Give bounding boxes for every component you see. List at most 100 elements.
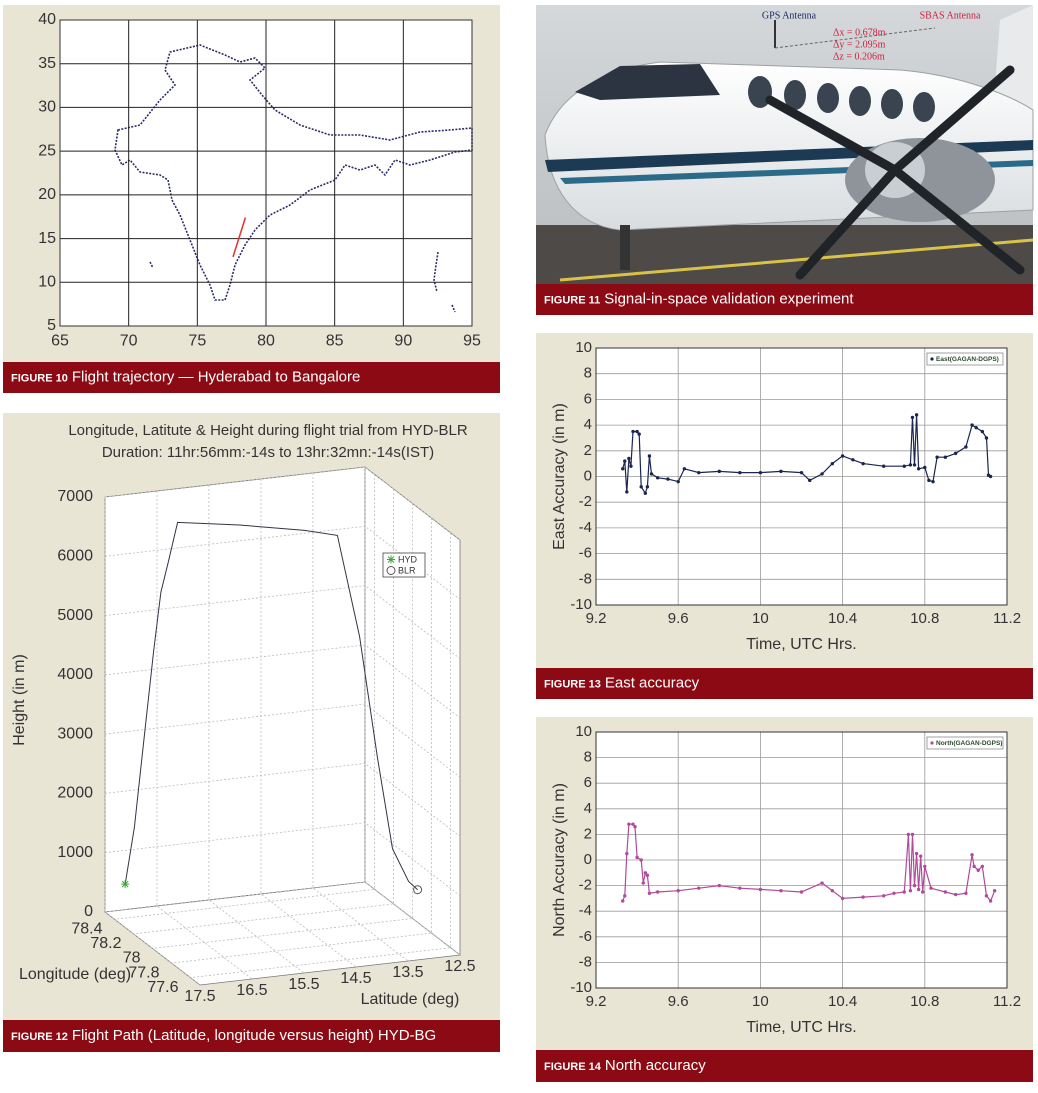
data-point [623,894,627,898]
y-tick-label: 6 [584,774,592,791]
caption-text: East accuracy [605,674,700,691]
data-point [808,478,812,483]
data-point [697,886,701,890]
data-point [916,887,921,892]
y-tick-label: 15 [38,230,56,247]
x-tick-label: 10.4 [828,993,857,1010]
data-point [633,825,637,829]
data-point [666,477,670,481]
lat-tick-label: 14.5 [340,970,371,987]
data-point [779,469,783,474]
z-tick-label: 5000 [57,607,93,624]
photo-annotation: Δy = 2.095m [833,39,886,50]
data-point [645,485,650,489]
y-tick-label: -2 [579,877,592,894]
z-tick-label: 0 [84,903,93,920]
data-point [916,467,921,471]
y-tick-label: 30 [38,99,56,116]
caption-text: Flight trajectory — Hyderabad to Bangalo… [72,368,360,385]
caption-text: Flight Path (Latitude, longitude versus … [72,1027,436,1044]
data-point [758,470,763,475]
legend-box [926,352,1004,366]
data-point [906,832,911,837]
data-point [635,429,639,434]
data-point [912,463,917,467]
data-point [717,883,721,888]
data-point [647,891,652,895]
x-axis-label: Time, UTC Hrs. [746,636,857,653]
legend-marker [387,555,395,564]
data-point [840,454,845,458]
legend-label: HYD [398,554,418,564]
y-tick-label: -8 [579,570,592,587]
data-point [631,822,635,826]
data-point [861,461,865,466]
data-point [908,889,913,893]
plot-frame [59,19,473,327]
y-tick-label: 35 [38,55,56,72]
x-tick-label: 9.6 [668,610,689,627]
data-point [988,899,993,903]
data-point [851,458,855,462]
chart-title: Longitude, Latitute & Height during flig… [68,422,468,439]
data-point [974,425,978,430]
data-point [643,491,648,495]
data-point [676,479,680,484]
caption-bar [3,1020,500,1052]
caption-text: North accuracy [605,1057,706,1074]
data-point [931,479,935,484]
y-tick-label: 8 [584,365,592,382]
data-point [964,445,968,449]
data-point [882,464,886,468]
y-tick-label: 2 [584,825,592,842]
y-tick-label: 2 [584,442,592,459]
y-tick-label: -2 [579,493,592,510]
data-point [976,868,980,872]
data-point [943,455,948,459]
data-point [892,891,896,895]
data-point [861,895,865,899]
caption-label: FIGURE 12 [11,1031,68,1043]
x-tick-label: 65 [51,332,69,349]
z-tick-label: 1000 [57,844,93,861]
data-point [645,873,650,878]
data-point [921,890,925,894]
x-tick-label: 70 [120,332,138,349]
data-point [649,472,654,476]
y-tick-label: 10 [575,339,592,356]
data-point [697,470,701,475]
x-tick-label: 9.2 [586,993,607,1010]
data-point [910,415,915,420]
x-tick-label: 10.8 [910,993,939,1010]
legend-label: BLR [398,565,416,575]
grid-line [104,881,461,956]
legend-box [382,552,426,578]
data-point [912,883,917,888]
z-tick-label: 6000 [57,548,93,565]
grid-line [152,503,413,949]
data-point [738,886,742,890]
data-point [953,451,958,456]
map-outline [114,44,473,313]
y-axis-label: East Accuracy (in m) [551,403,568,550]
grid-line [190,532,451,979]
data-point [676,889,680,893]
data-point [758,887,763,892]
legend-marker [930,357,934,361]
data-point [984,894,989,898]
data-point [621,899,625,903]
chart-subtitle: Duration: 11hr:56mm:-14s to 13hr:32mn:-1… [102,444,434,461]
data-point [929,886,933,890]
data-point [799,470,804,475]
data-point [923,864,927,869]
x-tick-label: 75 [188,332,206,349]
x-tick-label: 80 [257,332,275,349]
x-tick-label: 10.8 [910,610,939,627]
grid-line [104,525,461,600]
data-point [641,881,645,885]
y-tick-label: 10 [38,274,56,291]
legend-label: North(GAGAN-DGPS) [936,740,1002,747]
photo-annotation: GPS Antenna [762,10,817,21]
y-tick-label: 5 [47,317,56,334]
